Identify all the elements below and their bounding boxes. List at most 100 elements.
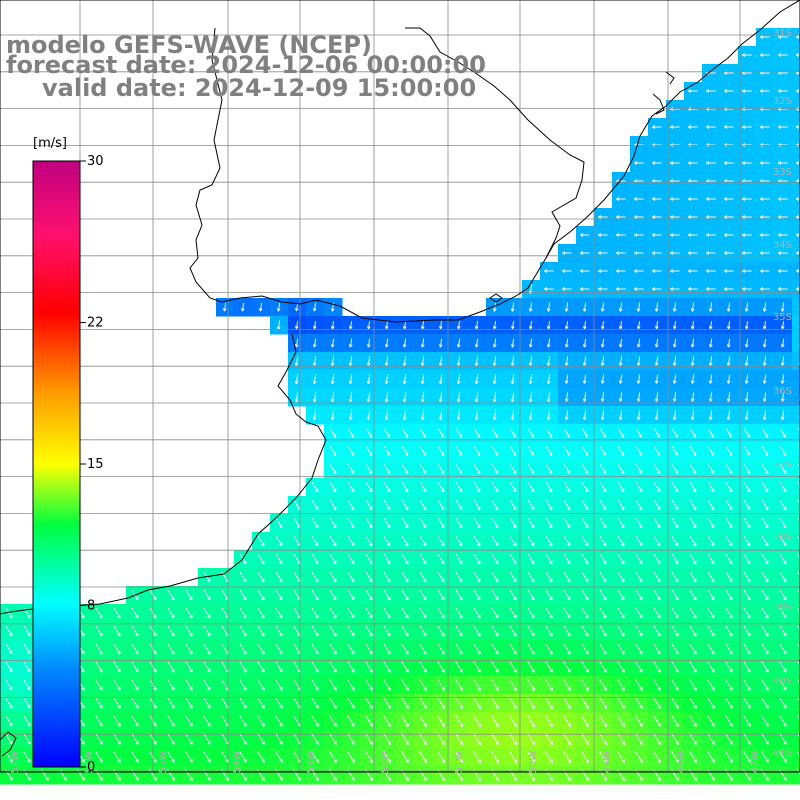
wind-arrow xyxy=(347,571,355,583)
wind-arrow xyxy=(743,679,751,691)
wind-arrow xyxy=(419,482,427,492)
wind-arrow xyxy=(779,607,787,619)
wind-arrow xyxy=(347,643,355,655)
wind-arrow xyxy=(384,374,389,385)
wind-arrow xyxy=(311,661,319,673)
wind-arrow xyxy=(707,553,715,565)
wind-arrow xyxy=(797,553,800,559)
wind-arrow xyxy=(796,269,800,273)
wind-arrow xyxy=(401,464,409,474)
wind-arrow xyxy=(707,464,715,474)
colorbar-gradient xyxy=(32,160,81,768)
wind-arrow xyxy=(795,35,800,39)
wind-arrow xyxy=(510,374,515,385)
coastline xyxy=(0,0,800,757)
wind-arrow xyxy=(491,625,499,637)
wind-arrow xyxy=(689,751,697,763)
wind-arrow xyxy=(527,751,535,764)
wind-arrow xyxy=(185,715,193,727)
wind-arrow xyxy=(455,482,463,492)
wind-arrow xyxy=(545,697,553,710)
wind-arrow xyxy=(510,409,515,421)
wind-arrow xyxy=(437,697,445,709)
wind-arrow xyxy=(528,302,533,312)
wind-arrow xyxy=(23,715,31,727)
wind-arrow xyxy=(329,446,337,456)
wind-arrow xyxy=(275,679,283,691)
field-cell xyxy=(792,406,800,425)
wind-arrow xyxy=(743,428,751,438)
wind-arrow xyxy=(492,374,497,385)
wind-arrow xyxy=(275,589,283,601)
wind-arrow xyxy=(23,662,31,673)
wind-arrow xyxy=(23,625,31,637)
wind-arrow xyxy=(761,464,769,474)
wind-arrow xyxy=(581,625,589,637)
wind-arrow xyxy=(617,464,625,474)
wind-arrow xyxy=(510,356,515,366)
wind-arrow xyxy=(653,553,661,565)
wind-arrow xyxy=(23,644,31,655)
wind-arrow xyxy=(725,536,733,547)
wind-arrow xyxy=(743,446,751,456)
wind-arrow xyxy=(473,751,481,764)
wind-arrow xyxy=(724,89,734,93)
wind-arrow xyxy=(708,410,713,421)
wind-arrow xyxy=(618,392,623,402)
wind-arrow xyxy=(708,374,713,384)
wind-arrow xyxy=(203,697,211,709)
wind-arrow xyxy=(347,464,355,474)
wind-arrow xyxy=(635,643,643,655)
wind-arrow xyxy=(528,338,533,348)
wind-arrow xyxy=(563,500,571,511)
wind-arrow xyxy=(724,125,734,129)
wind-arrow xyxy=(724,233,734,237)
wind-arrow xyxy=(689,589,697,601)
wind-arrow xyxy=(23,697,31,709)
wind-arrow xyxy=(562,251,572,255)
wind-arrow xyxy=(113,733,121,745)
wind-arrow xyxy=(455,536,463,547)
wind-arrow xyxy=(131,661,139,673)
wind-arrow xyxy=(383,661,391,673)
wind-arrow xyxy=(762,374,767,384)
wind-arrow xyxy=(725,733,733,745)
wind-arrow xyxy=(455,553,463,565)
wind-arrow xyxy=(635,733,643,745)
wind-arrow xyxy=(743,661,751,673)
wind-arrow xyxy=(329,679,337,691)
wind-arrow xyxy=(708,338,713,348)
wind-arrow xyxy=(581,482,589,492)
wind-arrow xyxy=(545,589,553,601)
wind-arrow xyxy=(455,500,463,511)
wind-arrow xyxy=(185,661,193,673)
wind-arrow xyxy=(527,589,535,601)
coastline-path xyxy=(545,0,800,259)
wind-arrow xyxy=(365,643,373,655)
wind-arrow xyxy=(185,733,193,745)
wind-arrow xyxy=(546,356,551,366)
wind-arrow xyxy=(636,374,641,384)
wind-arrow xyxy=(670,215,680,219)
wind-arrow xyxy=(438,409,443,421)
lon-label: 53W xyxy=(306,751,317,774)
lon-label: 50W xyxy=(528,751,539,774)
wind-arrow xyxy=(617,715,625,728)
colorbar-tick-label: 30 xyxy=(87,154,104,169)
wind-arrow xyxy=(473,536,481,547)
wind-arrow xyxy=(275,751,283,763)
colorbar-tick-label: 8 xyxy=(87,598,95,613)
wind-arrow xyxy=(311,679,319,691)
wind-arrow xyxy=(636,338,641,348)
wind-arrow xyxy=(617,679,625,691)
wind-arrow xyxy=(239,697,247,709)
wind-arrow xyxy=(725,661,733,673)
field-cell xyxy=(792,748,800,767)
wind-arrow xyxy=(474,356,479,366)
wind-arrow xyxy=(562,287,572,291)
wind-arrow xyxy=(707,751,715,763)
wind-arrow xyxy=(95,697,103,709)
wind-arrow xyxy=(797,536,800,541)
field-cell xyxy=(792,424,800,443)
wind-arrow xyxy=(726,338,731,348)
